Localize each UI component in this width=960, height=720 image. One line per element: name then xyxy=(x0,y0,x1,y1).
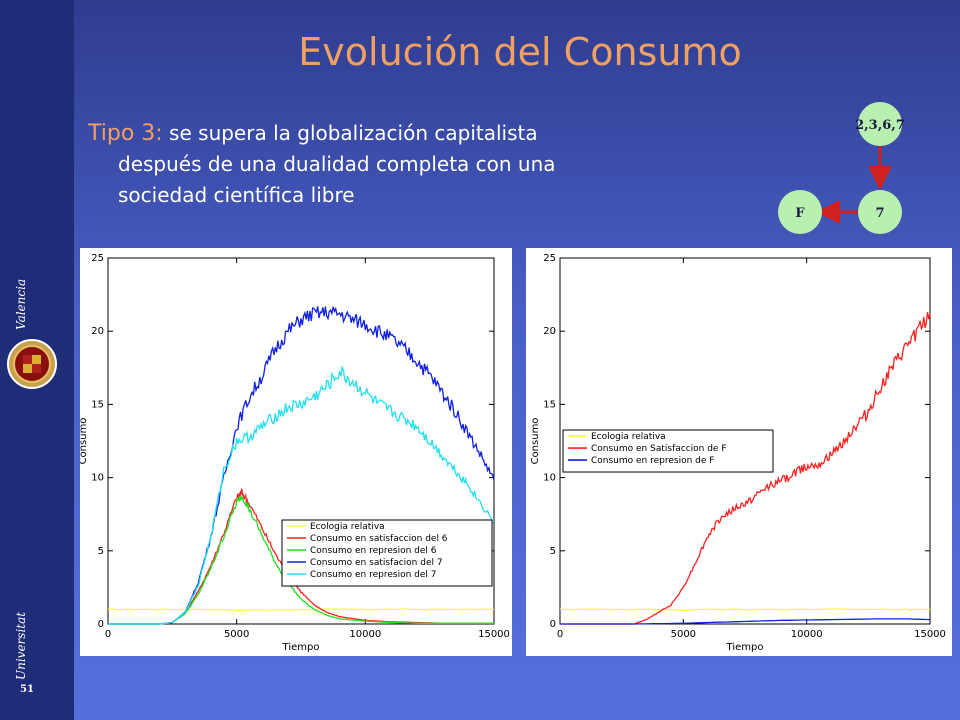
subtitle: Tipo 3: se supera la globalización capit… xyxy=(88,118,688,211)
x-tick-label: 10000 xyxy=(791,629,823,640)
y-tick-label: 10 xyxy=(91,473,104,484)
series-line-1 xyxy=(560,311,931,625)
y-tick-label: 20 xyxy=(543,326,556,337)
university-name: Universitat Valencia xyxy=(14,279,34,680)
y-tick-label: 5 xyxy=(550,546,556,557)
y-tick-label: 15 xyxy=(543,399,556,410)
university-word-universitat: Universitat xyxy=(14,611,28,680)
legend-label-1: Consumo en satisfaccion del 6 xyxy=(310,534,448,544)
y-tick-label: 0 xyxy=(98,619,104,630)
flow-node-top-label: 2,3,6,7 xyxy=(855,118,905,133)
flow-diagram: 2,3,6,7 7 F xyxy=(778,102,905,234)
legend-label-1: Consumo en Satisfaccion de F xyxy=(591,444,727,454)
tipo-label: Tipo 3: xyxy=(88,121,163,146)
y-axis-label: Consumo xyxy=(530,418,541,465)
page-number: 51 xyxy=(20,684,34,695)
x-tick-label: 10000 xyxy=(349,629,381,640)
legend-box xyxy=(281,519,493,587)
flow-node-7: 7 xyxy=(858,190,902,234)
chart-right: 0 5000 10000 15000 0 5 10 15 20 25 Tiempo Consumo Ec… xyxy=(526,248,952,656)
x-tick-label: 0 xyxy=(105,629,111,640)
subtitle-line2: después de una dualidad completa con una xyxy=(118,152,556,176)
page-title: Evolución del Consumo xyxy=(298,30,742,74)
flow-node-7-label: 7 xyxy=(875,206,884,221)
y-tick-label: 15 xyxy=(91,399,104,410)
x-tick-label: 5000 xyxy=(224,629,249,640)
y-axis-label: Consumo xyxy=(80,418,89,465)
y-tick-label: 0 xyxy=(550,619,556,630)
flow-node-top: 2,3,6,7 xyxy=(855,102,905,146)
y-tick-label: 10 xyxy=(543,473,556,484)
y-tick-label: 5 xyxy=(98,546,104,557)
chart-left: 0 5000 10000 15000 0 5 10 15 20 25 Tiempo Consumo Ec… xyxy=(80,248,512,656)
x-tick-label: 0 xyxy=(557,629,563,640)
legend-label-4: Consumo en represion del 7 xyxy=(310,570,437,580)
legend-label-0: Ecologia relativa xyxy=(310,522,385,532)
legend-label-0: Ecologia relativa xyxy=(591,432,666,442)
legend-label-2: Consumo en represion del 6 xyxy=(310,546,437,556)
subtitle-line3: sociedad científica libre xyxy=(118,183,355,207)
x-tick-label: 15000 xyxy=(914,629,946,640)
series-line-1 xyxy=(108,488,494,625)
series-line-2 xyxy=(108,495,494,625)
chart-right-svg: 0 5000 10000 15000 0 5 10 15 20 25 Tiempo Consumo Ec… xyxy=(530,253,946,653)
x-tick-label: 5000 xyxy=(671,629,696,640)
chart-left-svg: 0 5000 10000 15000 0 5 10 15 20 25 Tiempo Consumo Ec… xyxy=(80,253,510,653)
legend-label-3: Consumo en satisfacion del 7 xyxy=(310,558,443,568)
series-line-2 xyxy=(560,618,931,625)
legend-label-2: Consumo en represion de F xyxy=(591,456,714,466)
university-seal-icon xyxy=(7,339,57,389)
university-word-valencia: Valencia xyxy=(14,278,28,330)
x-axis-label: Tiempo xyxy=(726,642,764,653)
flow-node-f-label: F xyxy=(795,206,805,221)
series-line-0 xyxy=(108,608,495,612)
subtitle-line1: se supera la globalización capitalista xyxy=(162,121,538,145)
y-tick-label: 25 xyxy=(91,253,104,264)
y-tick-label: 20 xyxy=(91,326,104,337)
y-tick-label: 25 xyxy=(543,253,556,264)
x-tick-label: 15000 xyxy=(478,629,510,640)
x-axis-label: Tiempo xyxy=(282,642,320,653)
series-line-0 xyxy=(559,608,931,611)
legend-box xyxy=(562,429,774,473)
flow-node-f: F xyxy=(778,190,822,234)
series-line-4 xyxy=(108,364,495,625)
sidebar: Universitat Valencia 51 xyxy=(0,0,74,720)
